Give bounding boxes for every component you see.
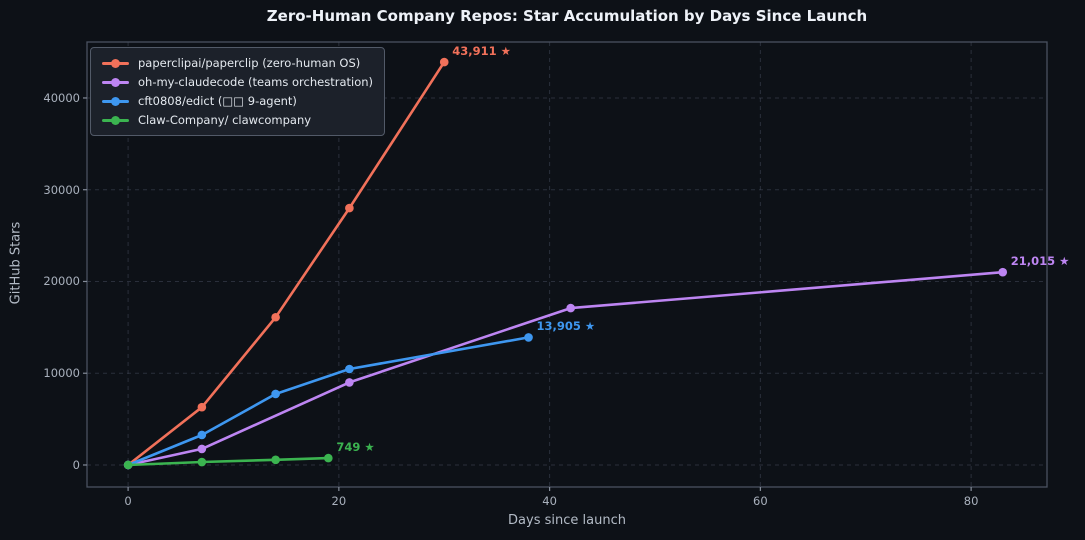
legend-item-2: cft0808/edict (□□ 9-agent) — [102, 94, 373, 108]
series-marker — [524, 333, 533, 342]
series-marker — [123, 460, 133, 470]
series-marker — [197, 444, 207, 454]
x-tick-label: 60 — [753, 494, 768, 508]
series-marker — [345, 364, 354, 374]
legend-item-1: oh-my-claudecode (teams orchestration) — [102, 75, 373, 89]
final-value-annotation-1: 21,015 ★ — [1010, 254, 1070, 269]
legend-label: paperclipai/paperclip (zero-human OS) — [138, 56, 361, 70]
final-value-annotation-0: 43,911 ★ — [452, 44, 511, 59]
legend-swatch — [102, 58, 129, 69]
legend-marker-dot — [111, 77, 120, 87]
legend-label: Claw-Company/ clawcompany — [138, 113, 312, 127]
legend-item-3: Claw-Company/ clawcompany — [102, 113, 373, 127]
legend-item-0: paperclipai/paperclip (zero-human OS) — [102, 56, 373, 70]
y-tick-label: 10000 — [43, 366, 80, 381]
series-marker — [271, 312, 280, 322]
series-line-2 — [126, 336, 530, 467]
x-tick-label: 80 — [963, 494, 979, 508]
y-tick-label: 30000 — [43, 182, 80, 197]
series-line-1 — [126, 270, 1005, 467]
legend-swatch — [102, 77, 129, 88]
x-axis-label: Days since launch — [508, 513, 626, 528]
final-value-annotation-3: 749 ★ — [336, 440, 375, 455]
legend-marker-dot — [111, 96, 120, 106]
legend: paperclipai/paperclip (zero-human OS) oh-… — [90, 47, 386, 136]
series-marker — [271, 455, 280, 465]
series-marker — [271, 389, 280, 399]
series-marker — [439, 57, 449, 67]
legend-marker-dot — [111, 58, 120, 68]
y-tick-label: 40000 — [43, 90, 80, 105]
y-tick-label: 20000 — [43, 274, 80, 289]
series-marker — [324, 453, 333, 463]
legend-swatch — [102, 115, 129, 126]
series-marker — [197, 402, 207, 412]
series-marker — [998, 267, 1008, 277]
legend-label: cft0808/edict (□□ 9-agent) — [138, 94, 297, 108]
x-tick-label: 0 — [124, 494, 132, 508]
legend-swatch — [102, 96, 129, 107]
series-marker — [566, 303, 575, 313]
series-marker — [197, 430, 207, 440]
series-marker — [345, 378, 354, 387]
plot-spines — [86, 41, 1048, 488]
x-tick-label: 20 — [331, 494, 347, 508]
series-marker — [197, 457, 207, 467]
series-marker — [345, 203, 354, 213]
chart-title: Zero-Human Company Repos: Star Accumulat… — [266, 7, 868, 25]
x-tick-label: 40 — [542, 494, 557, 508]
y-axis-label: GitHub Stars — [8, 221, 24, 305]
y-tick-label: 0 — [72, 457, 80, 472]
legend-marker-dot — [111, 115, 120, 125]
series-line-3 — [126, 456, 330, 467]
final-value-annotation-2: 13,905 ★ — [536, 319, 596, 334]
legend-label: oh-my-claudecode (teams orchestration) — [138, 75, 374, 89]
